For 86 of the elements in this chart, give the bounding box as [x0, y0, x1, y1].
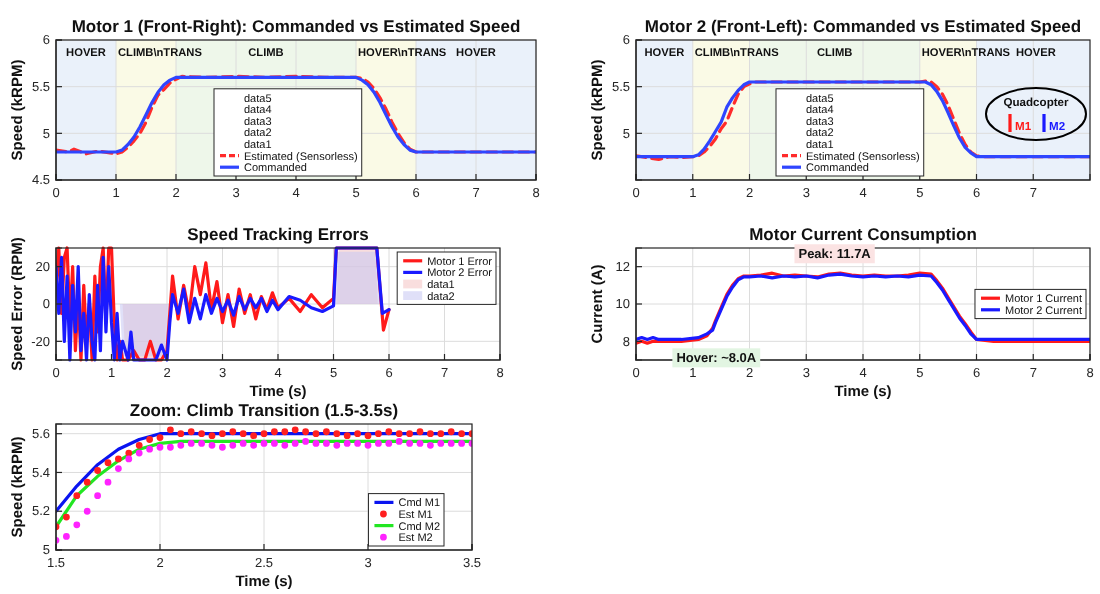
point [271, 439, 278, 447]
point [73, 521, 81, 529]
point [416, 428, 424, 436]
point [323, 439, 330, 447]
point [375, 430, 382, 438]
point [406, 439, 413, 447]
point [312, 439, 320, 447]
point [125, 455, 133, 463]
point [395, 438, 403, 445]
point [427, 441, 434, 449]
point [437, 430, 445, 438]
point [63, 533, 70, 540]
point [219, 443, 226, 451]
point [364, 441, 372, 449]
point [229, 441, 237, 449]
point [115, 465, 122, 472]
point [177, 441, 185, 449]
point [135, 449, 143, 457]
point [260, 439, 268, 447]
point [250, 432, 257, 440]
chart-title: Speed Tracking Errors [187, 224, 370, 244]
chart-title: Motor 2 (Front-Left): Commanded vs Estimated Speed [644, 16, 1082, 36]
point [104, 459, 112, 467]
point [354, 430, 361, 438]
point [198, 430, 205, 438]
point [291, 439, 299, 447]
point [239, 430, 247, 438]
point [333, 430, 341, 438]
point [458, 439, 465, 447]
point [427, 430, 434, 438]
point [323, 428, 330, 436]
point [125, 449, 133, 457]
point [135, 441, 143, 449]
point [167, 426, 174, 434]
chart-title: Motor Current Consumption [749, 224, 977, 244]
point [281, 428, 289, 436]
point [437, 439, 445, 447]
point [354, 439, 361, 447]
point [385, 439, 393, 447]
point [250, 441, 257, 449]
point [447, 428, 455, 436]
point [156, 443, 164, 451]
point [343, 432, 351, 440]
point [239, 439, 247, 447]
point [167, 443, 174, 451]
point [177, 430, 185, 438]
point [198, 439, 205, 447]
point [260, 430, 268, 438]
point [94, 467, 101, 474]
chart-title: Motor 1 (Front-Right): Commanded vs Estimated Speed [71, 16, 521, 36]
point [208, 441, 216, 449]
point [333, 441, 341, 449]
point [312, 430, 320, 438]
point [187, 439, 195, 447]
point [458, 430, 465, 438]
point [146, 436, 153, 443]
point [271, 428, 278, 436]
point [104, 478, 112, 486]
point [416, 439, 424, 447]
point [219, 430, 226, 438]
point [187, 428, 195, 436]
point [146, 445, 153, 453]
point [281, 441, 289, 449]
point [73, 492, 81, 500]
point [364, 432, 372, 440]
point [208, 432, 216, 440]
point [156, 434, 164, 441]
line-series [56, 246, 391, 362]
chart-title: Zoom: Climb Transition (1.5-3.5s) [129, 400, 399, 420]
point [385, 428, 393, 436]
point [94, 492, 101, 500]
point [63, 513, 70, 521]
point [395, 430, 403, 438]
point [83, 478, 91, 486]
point [447, 439, 455, 447]
point [229, 428, 237, 436]
point [343, 439, 351, 447]
line-series [56, 439, 472, 529]
point [302, 438, 309, 445]
point [83, 507, 91, 515]
point [115, 455, 122, 463]
point [302, 428, 309, 436]
line-series [56, 432, 472, 513]
point [406, 430, 413, 438]
point [375, 439, 382, 447]
point [291, 426, 299, 434]
